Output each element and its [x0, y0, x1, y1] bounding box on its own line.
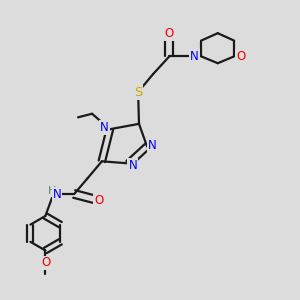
Text: N: N — [52, 188, 61, 201]
Text: O: O — [165, 27, 174, 40]
Text: H: H — [48, 186, 56, 196]
Text: S: S — [134, 85, 142, 98]
Text: O: O — [41, 256, 50, 269]
Text: N: N — [148, 139, 157, 152]
Text: O: O — [236, 50, 245, 63]
Text: N: N — [100, 121, 109, 134]
Text: N: N — [190, 50, 199, 63]
Text: N: N — [128, 159, 137, 172]
Text: O: O — [94, 194, 104, 207]
